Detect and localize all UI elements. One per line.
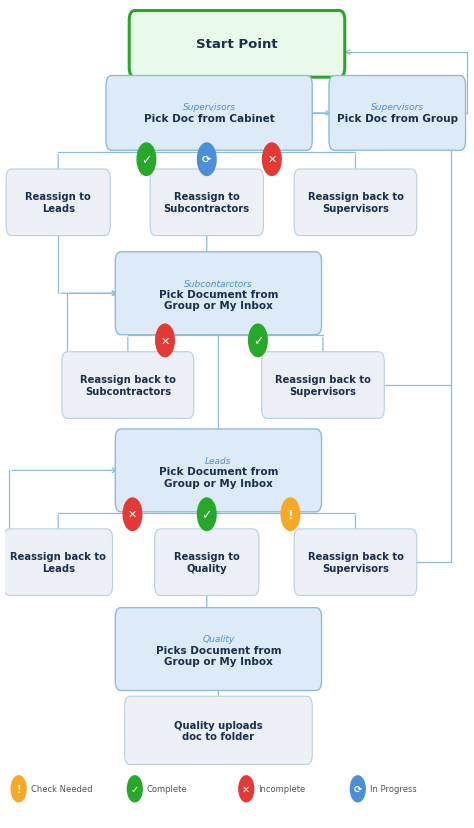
Text: Supervisors: Supervisors: [371, 103, 424, 112]
Text: Quality: Quality: [202, 635, 235, 643]
Text: Picks Document from
Group or My Inbox: Picks Document from Group or My Inbox: [155, 645, 281, 667]
FancyBboxPatch shape: [4, 529, 112, 596]
Text: ✕: ✕: [242, 784, 250, 794]
Text: Reassign back to
Supervisors: Reassign back to Supervisors: [308, 192, 403, 214]
Text: Start Point: Start Point: [196, 38, 278, 51]
Circle shape: [11, 776, 26, 802]
Circle shape: [128, 776, 142, 802]
Circle shape: [350, 776, 365, 802]
Text: Pick Doc from Group: Pick Doc from Group: [337, 114, 458, 124]
Text: Check Needed: Check Needed: [31, 784, 92, 793]
Text: ✓: ✓: [201, 508, 212, 521]
Text: Quality uploads
doc to folder: Quality uploads doc to folder: [174, 720, 263, 741]
Text: ✓: ✓: [141, 153, 152, 166]
Circle shape: [137, 144, 155, 176]
Circle shape: [263, 144, 281, 176]
FancyBboxPatch shape: [106, 76, 312, 151]
FancyBboxPatch shape: [115, 608, 321, 691]
Text: Supervisors: Supervisors: [182, 103, 236, 112]
Text: Pick Document from
Group or My Inbox: Pick Document from Group or My Inbox: [159, 466, 278, 488]
Text: Leads: Leads: [205, 456, 232, 465]
Text: !: !: [288, 508, 293, 521]
Circle shape: [155, 325, 174, 357]
Circle shape: [281, 498, 300, 531]
FancyBboxPatch shape: [129, 12, 345, 78]
Text: ✕: ✕: [128, 509, 137, 520]
Text: ⟳: ⟳: [354, 784, 362, 794]
Text: Subcontarctors: Subcontarctors: [184, 279, 253, 288]
Text: !: !: [17, 784, 21, 794]
Text: ✕: ✕: [160, 336, 170, 346]
FancyBboxPatch shape: [115, 253, 321, 335]
FancyBboxPatch shape: [262, 353, 384, 419]
Circle shape: [198, 498, 216, 531]
Text: Reassign back to
Subcontractors: Reassign back to Subcontractors: [80, 375, 176, 397]
Text: Reassign to
Quality: Reassign to Quality: [174, 551, 240, 573]
Text: ✕: ✕: [267, 155, 276, 165]
FancyBboxPatch shape: [294, 529, 417, 596]
FancyBboxPatch shape: [125, 696, 312, 764]
Text: Reassign back to
Supervisors: Reassign back to Supervisors: [308, 551, 403, 573]
Text: Pick Document from
Group or My Inbox: Pick Document from Group or My Inbox: [159, 290, 278, 311]
Text: Incomplete: Incomplete: [258, 784, 306, 793]
FancyBboxPatch shape: [150, 170, 264, 236]
Text: Reassign back to
Leads: Reassign back to Leads: [10, 551, 106, 573]
Text: Reassign to
Subcontractors: Reassign to Subcontractors: [164, 192, 250, 214]
Text: Reassign to
Leads: Reassign to Leads: [25, 192, 91, 214]
Circle shape: [248, 325, 267, 357]
Text: In Progress: In Progress: [370, 784, 417, 793]
Circle shape: [123, 498, 142, 531]
Circle shape: [239, 776, 254, 802]
Text: ✓: ✓: [253, 335, 263, 348]
Text: ⟳: ⟳: [202, 155, 211, 165]
Text: ✓: ✓: [131, 784, 139, 794]
FancyBboxPatch shape: [115, 430, 321, 513]
Text: Complete: Complete: [147, 784, 188, 793]
FancyBboxPatch shape: [329, 76, 465, 151]
Text: Pick Doc from Cabinet: Pick Doc from Cabinet: [144, 114, 274, 124]
FancyBboxPatch shape: [6, 170, 110, 236]
FancyBboxPatch shape: [155, 529, 259, 596]
FancyBboxPatch shape: [294, 170, 417, 236]
FancyBboxPatch shape: [62, 353, 194, 419]
Text: Reassign back to
Supervisors: Reassign back to Supervisors: [275, 375, 371, 397]
Circle shape: [198, 144, 216, 176]
